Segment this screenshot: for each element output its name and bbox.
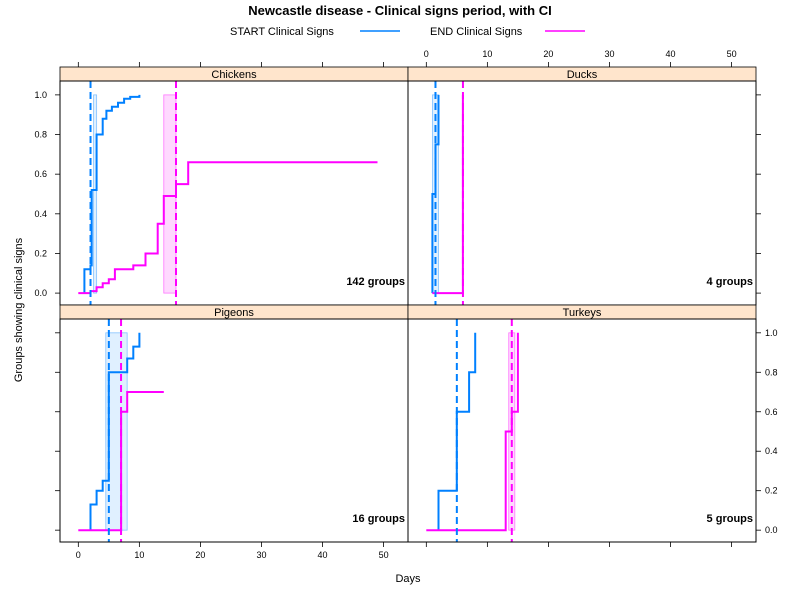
end-ci-band-chickens [163,94,177,294]
strip-label-chickens: Chickens [211,69,257,81]
groups-label-turkeys: 5 groups [707,513,753,525]
y-tick-label-right-2: 0.4 [765,446,778,456]
start-curve-chickens [83,94,141,294]
x-tick-label-bottom-50: 50 [379,550,389,560]
panel-border-ducks [407,80,757,306]
y-tick-label-right-1: 0.2 [765,486,778,496]
y-tick-label-right-0: 0.0 [765,525,778,535]
x-tick-label-top-40: 40 [666,49,676,59]
x-tick-label-top-50: 50 [727,49,737,59]
y-tick-label-left-1: 0.2 [34,248,47,258]
panel-ducks: Ducks 4 groups 0 10 20 30 40 50 [407,49,761,306]
x-axis-label: Days [395,573,421,585]
end-curve-chickens [78,161,378,295]
strip-label-turkeys: Turkeys [563,307,602,319]
strip-label-pigeons: Pigeons [214,307,254,319]
x-tick-label-top-0: 0 [424,49,429,59]
panel-chickens: Chickens 142 groups 0.0 0.2 0.4 0.6 0.8 1.0 [34,62,409,306]
start-curve-turkeys [437,332,477,531]
start-ci-band-chickens [93,94,98,294]
chart-title: Newcastle disease - Clinical signs perio… [248,3,551,18]
y-tick-label-left-2: 0.4 [34,209,47,219]
x-tick-label-top-30: 30 [604,49,614,59]
legend-label-start: START Clinical Signs [230,26,334,38]
panel-pigeons: Pigeons 16 groups 0 10 20 30 40 50 [55,304,409,560]
x-tick-label-bottom-30: 30 [256,550,266,560]
y-tick-label-left-3: 0.6 [34,169,47,179]
y-tick-label-right-4: 0.8 [765,367,778,377]
y-tick-label-right-3: 0.6 [765,407,778,417]
y-axis-label: Groups showing clinical signs [13,237,25,382]
y-tick-label-right-5: 1.0 [765,328,778,338]
x-tick-label-bottom-20: 20 [195,550,205,560]
x-tick-label-top-20: 20 [543,49,553,59]
end-curve-pigeons [78,391,164,532]
panel-border-chickens [59,80,409,306]
y-tick-label-left-0: 0.0 [34,288,47,298]
strip-label-ducks: Ducks [567,69,598,81]
legend-label-end: END Clinical Signs [430,26,523,38]
start-curve-pigeons [89,332,141,531]
x-tick-label-top-10: 10 [482,49,492,59]
panel-border-turkeys [407,318,757,543]
y-tick-label-left-4: 0.8 [34,130,47,140]
x-tick-label-bottom-0: 0 [76,550,81,560]
groups-label-chickens: 142 groups [346,276,405,288]
y-tick-label-left-5: 1.0 [34,90,47,100]
panel-turkeys: Turkeys 5 groups 0.0 0.2 0.4 0.6 0.8 1.0 [407,304,778,547]
groups-label-pigeons: 16 groups [352,513,405,525]
x-tick-label-bottom-40: 40 [318,550,328,560]
end-curve-turkeys [426,332,519,532]
groups-label-ducks: 4 groups [707,276,753,288]
x-tick-label-bottom-10: 10 [134,550,144,560]
